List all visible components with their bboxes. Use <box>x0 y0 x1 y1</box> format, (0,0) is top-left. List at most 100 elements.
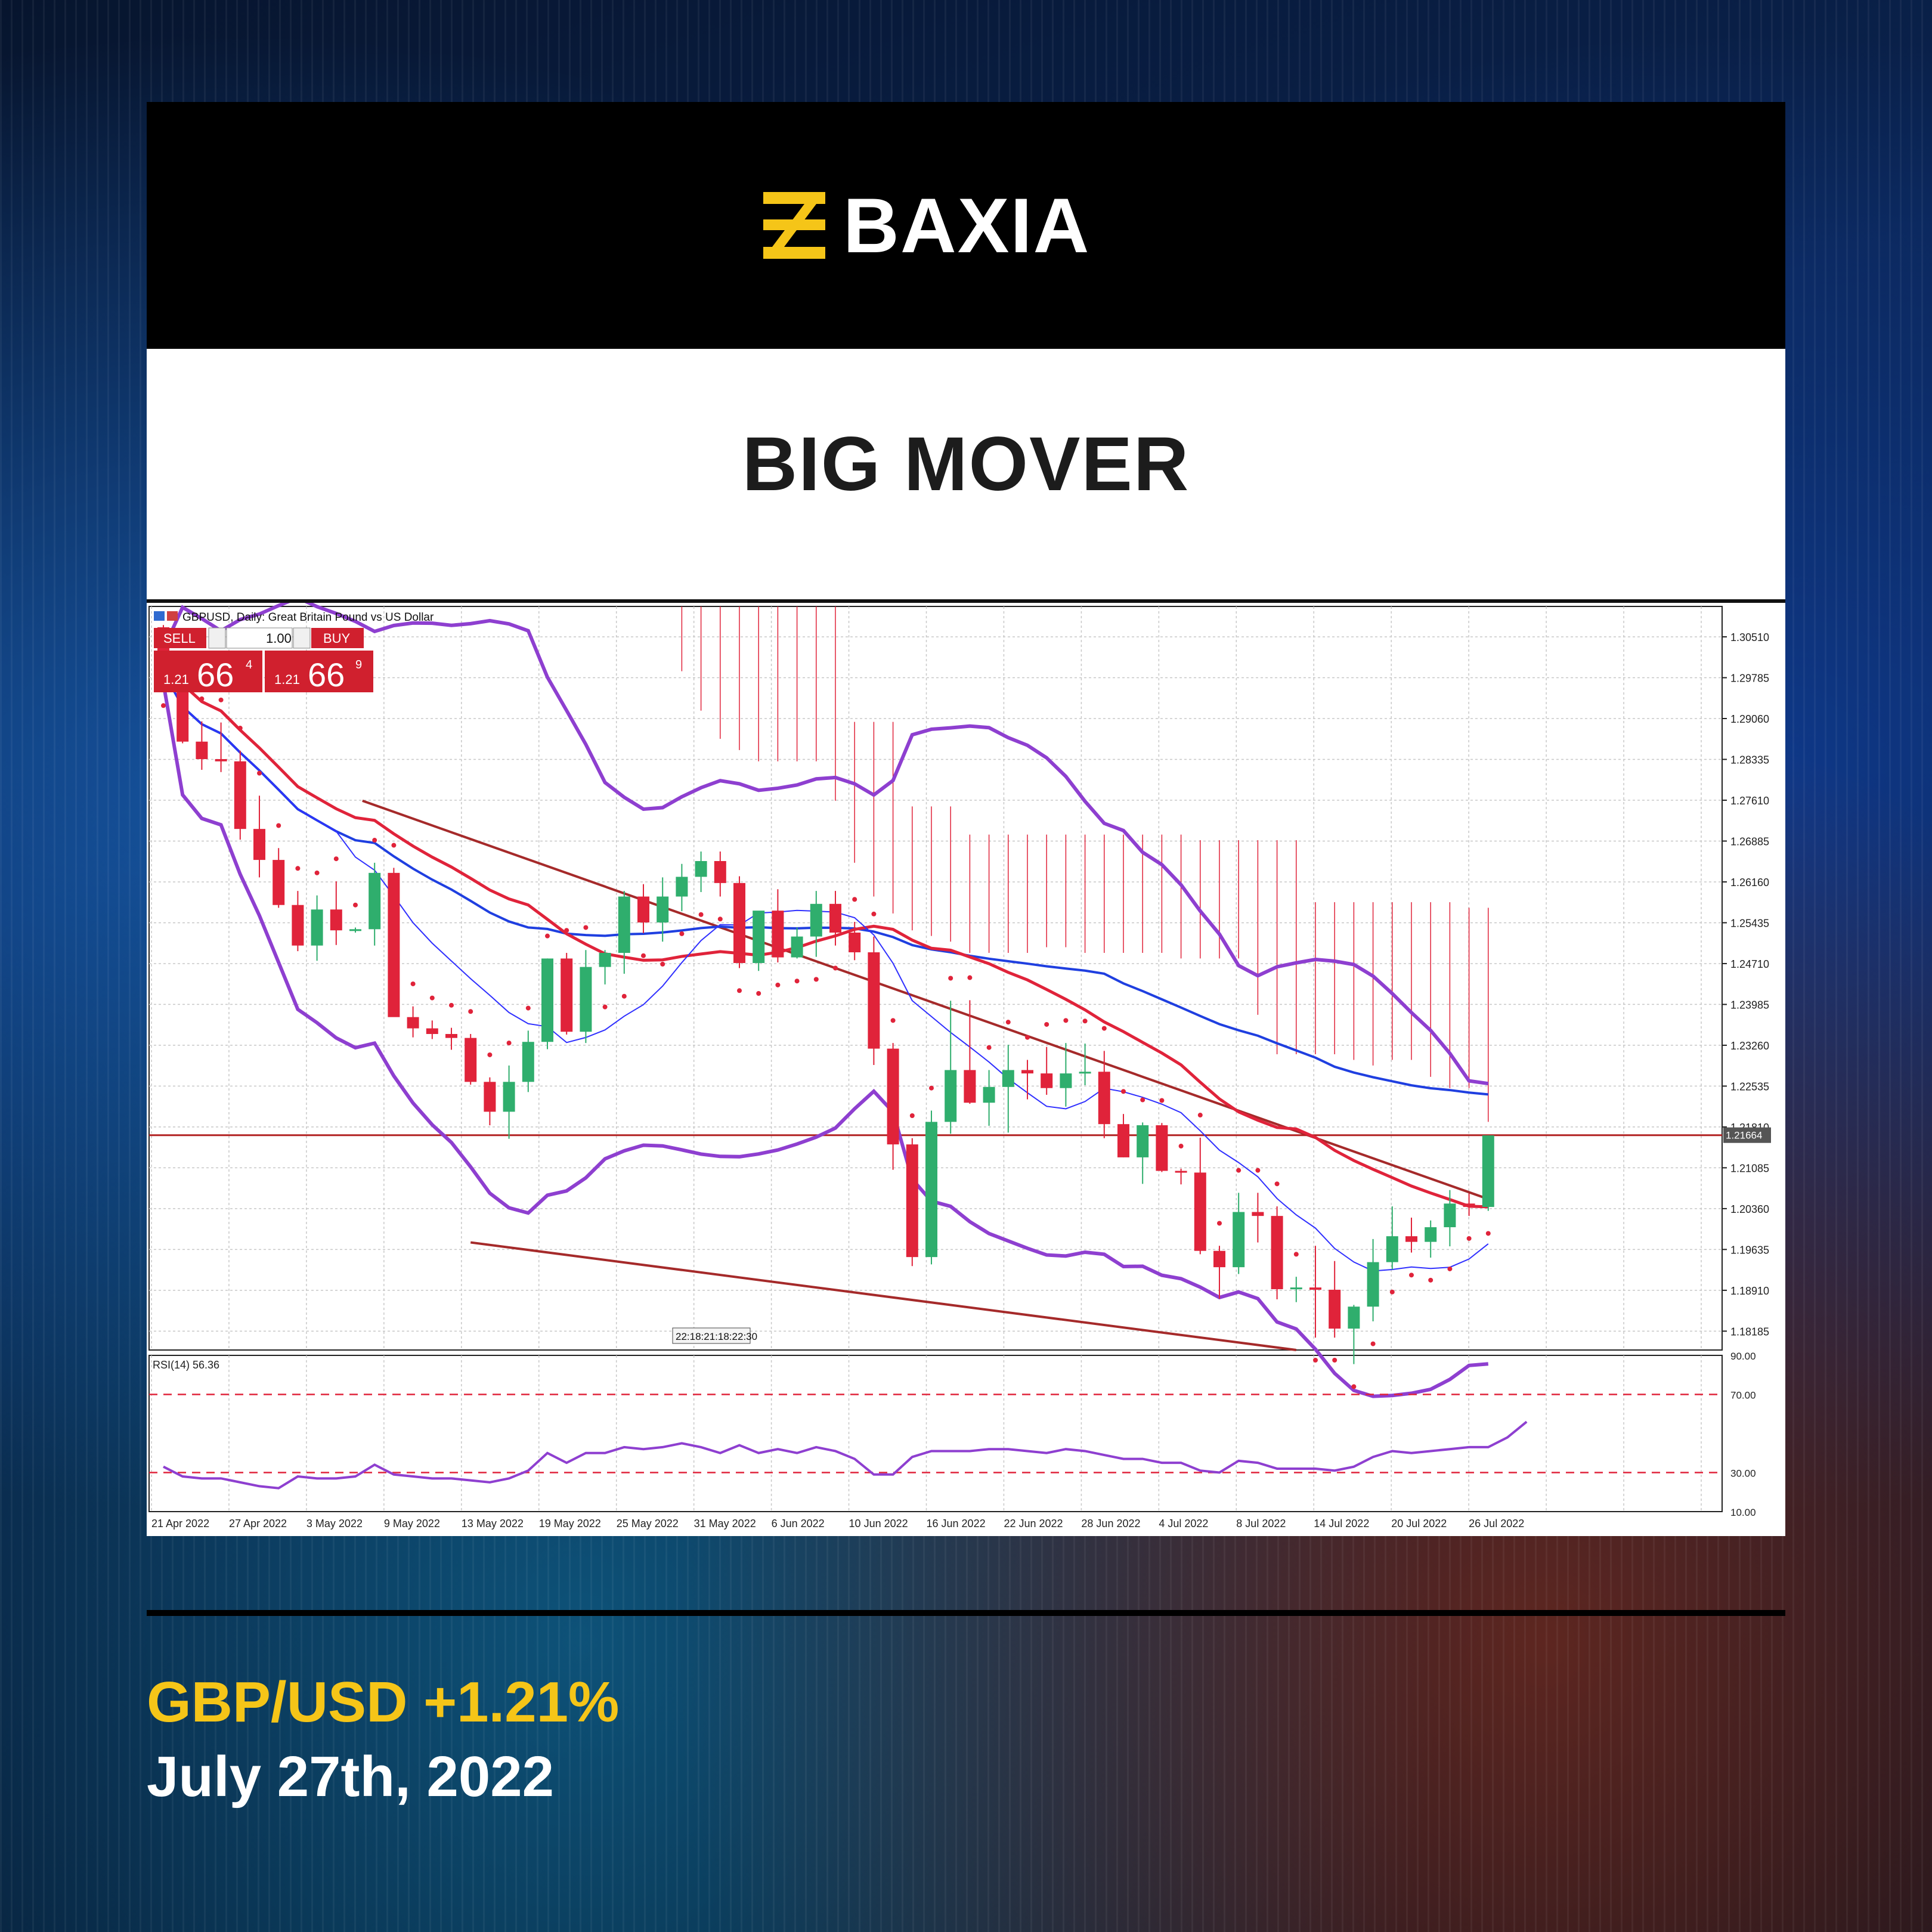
y-tick-label: 1.23985 <box>1730 999 1769 1011</box>
candle-bull <box>945 1070 957 1122</box>
sell-price-box <box>154 651 262 692</box>
sar-dot <box>1159 1098 1165 1103</box>
sell-label: SELL <box>163 631 196 646</box>
sar-dot <box>410 981 416 986</box>
candle-bull <box>753 911 765 963</box>
lot-down-button <box>208 627 226 649</box>
sar-dot <box>698 912 704 917</box>
candle-bull <box>522 1042 534 1082</box>
sar-dot <box>909 1113 915 1119</box>
candle-bear <box>407 1017 419 1029</box>
brand-name: BAXIA <box>843 182 1091 269</box>
candle-bull <box>1444 1203 1456 1228</box>
sar-dot <box>717 917 723 922</box>
candle-bear <box>215 759 227 761</box>
x-tick-label: 25 May 2022 <box>617 1518 679 1530</box>
y-tick-label: 1.23260 <box>1730 1040 1769 1052</box>
candle-bear <box>1329 1289 1341 1329</box>
candle-bear <box>1271 1216 1283 1289</box>
buy-price-frac: 9 <box>355 658 362 671</box>
candle-bull <box>599 952 611 967</box>
lot-input <box>226 627 293 649</box>
sar-dot <box>237 726 243 731</box>
sar-dot <box>1101 1026 1107 1031</box>
sar-dot <box>602 1004 608 1010</box>
x-tick-label: 6 Jun 2022 <box>772 1518 825 1530</box>
x-tick-label: 9 May 2022 <box>384 1518 440 1530</box>
sar-dot <box>621 993 627 999</box>
candle-bull <box>349 929 361 931</box>
x-tick-label: 26 Jul 2022 <box>1469 1518 1524 1530</box>
candle-bear <box>426 1028 438 1035</box>
caption-divider <box>147 1610 1785 1616</box>
candle-bull <box>311 909 323 946</box>
candle-bull <box>810 903 822 937</box>
y-tick-label: 1.25435 <box>1730 917 1769 929</box>
sar-dot <box>429 995 435 1001</box>
candle-bull <box>1002 1070 1014 1087</box>
y-tick-label: 1.22535 <box>1730 1080 1769 1092</box>
sar-dot <box>1485 1231 1491 1236</box>
sar-dot <box>833 965 838 971</box>
candle-bear <box>234 761 246 829</box>
candle-bull <box>657 896 669 922</box>
brand-header <box>147 102 1785 349</box>
sar-dot <box>218 697 224 702</box>
rsi-line <box>163 1420 1528 1490</box>
y-tick-label: 1.20360 <box>1730 1203 1769 1215</box>
candle-bear <box>1309 1287 1321 1290</box>
price-chart[interactable]: 1.30510 1.29785 1.29060 1.28335 1.27610 1.268… <box>147 596 1785 1532</box>
y-tick-label: 1.30510 <box>1730 631 1769 643</box>
sar-dot <box>1389 1289 1395 1295</box>
sar-dot <box>1447 1266 1453 1271</box>
sar-dot <box>391 843 397 848</box>
sar-dot <box>199 696 205 701</box>
trendline-upper <box>362 800 1489 1200</box>
candle-bear <box>253 829 265 860</box>
sar-dot <box>1274 1181 1280 1187</box>
symbol-icon <box>167 611 178 621</box>
sar-dot <box>929 1085 934 1091</box>
lot-value: 1.00 <box>266 631 292 646</box>
rsi-tick-label: 10.00 <box>1730 1507 1756 1518</box>
sar-dot <box>487 1052 493 1057</box>
sar-dot <box>449 1002 454 1008</box>
sar-dot <box>468 1009 473 1014</box>
sar-dot <box>583 925 589 930</box>
sar-dot <box>1236 1168 1241 1173</box>
y-tick-label: 1.19635 <box>1730 1244 1769 1256</box>
current-price-tag <box>1723 1127 1771 1143</box>
sar-dot <box>1332 1358 1337 1363</box>
sar-dot <box>506 1041 512 1046</box>
sar-dot <box>257 770 262 776</box>
candle-bear <box>868 952 880 1049</box>
chart-icon <box>154 611 165 621</box>
timer-label: 22:18:21:18:22:30 <box>676 1331 757 1342</box>
rsi-plot-frame <box>148 1355 1723 1512</box>
candle-bull <box>1290 1287 1302 1290</box>
candle-bear <box>637 896 649 922</box>
sar-dot <box>679 931 685 936</box>
y-tick-label: 1.29785 <box>1730 673 1769 685</box>
sell-button <box>154 628 206 648</box>
y-tick-label: 1.21085 <box>1730 1162 1769 1174</box>
chart-title: GBPUSD, Daily: Great Britain Pound vs US… <box>182 611 434 624</box>
baxia-logo-icon <box>763 192 825 259</box>
lot-up-button <box>293 627 311 649</box>
sar-dot <box>1466 1236 1472 1241</box>
candle-bull <box>1348 1306 1360 1329</box>
candle-bull <box>676 877 688 897</box>
candle-bull <box>1079 1072 1091 1074</box>
candle-bear <box>772 911 784 958</box>
candle-bear <box>484 1082 496 1112</box>
candle-bear <box>733 883 745 963</box>
rsi-tick-label: 90.00 <box>1730 1351 1756 1362</box>
sar-dot <box>852 897 857 902</box>
sar-dot <box>1428 1277 1433 1283</box>
rsi-tick-label: 30.00 <box>1730 1468 1756 1479</box>
sar-dot <box>353 902 358 908</box>
pair-change: GBP/USD +1.21% <box>147 1670 620 1734</box>
sar-dot <box>890 1018 896 1023</box>
candle-bull <box>541 958 553 1042</box>
y-tick-label: 1.27610 <box>1730 795 1769 807</box>
